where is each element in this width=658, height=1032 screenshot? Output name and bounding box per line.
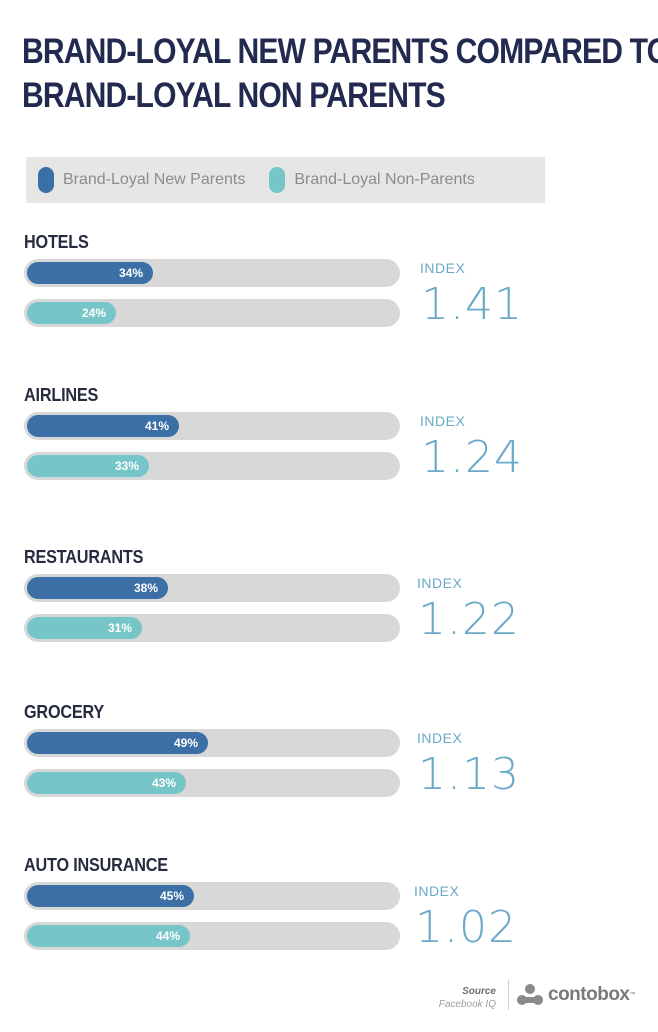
footer-source: Source Facebook IQ bbox=[420, 985, 496, 1011]
bar-hotels-non-parents: 24% bbox=[27, 302, 116, 324]
bar-auto-insurance-non-parents: 44% bbox=[27, 925, 190, 947]
brand-name: contobox bbox=[548, 984, 630, 1005]
bar-track-restaurants-non-parents: 31% bbox=[24, 614, 400, 642]
bar-value-label-airlines-non-parents: 33% bbox=[114, 459, 139, 473]
bar-grocery-non-parents: 43% bbox=[27, 772, 186, 794]
bar-grocery-new-parents: 49% bbox=[27, 732, 208, 754]
bar-track-restaurants-new-parents: 38% bbox=[24, 574, 400, 602]
legend-label-non-parents: Brand-Loyal Non-Parents bbox=[294, 171, 475, 188]
index-value-airlines: 1.24 bbox=[421, 432, 523, 483]
bar-value-label-grocery-new-parents: 49% bbox=[173, 736, 198, 750]
bar-airlines-new-parents: 41% bbox=[27, 415, 179, 437]
category-label-hotels: HOTELS bbox=[24, 232, 89, 252]
index-label-restaurants: INDEX bbox=[417, 575, 463, 591]
bar-track-airlines-non-parents: 33% bbox=[24, 452, 400, 480]
bar-track-auto-insurance-non-parents: 44% bbox=[24, 922, 400, 950]
brand-trademark: ™ bbox=[629, 992, 636, 998]
bar-track-hotels-new-parents: 34% bbox=[24, 259, 400, 287]
index-label-airlines: INDEX bbox=[420, 413, 466, 429]
index-value-auto-insurance: 1.02 bbox=[415, 902, 517, 953]
index-label-auto-insurance: INDEX bbox=[414, 883, 460, 899]
bar-track-airlines-new-parents: 41% bbox=[24, 412, 400, 440]
bar-track-grocery-non-parents: 43% bbox=[24, 769, 400, 797]
bar-value-label-restaurants-non-parents: 31% bbox=[107, 621, 132, 635]
source-value: Facebook IQ bbox=[438, 999, 496, 1010]
chart-title-line-2: BRAND-LOYAL NON PARENTS bbox=[22, 76, 446, 115]
category-label-auto-insurance: AUTO INSURANCE bbox=[24, 855, 168, 875]
bar-value-label-auto-insurance-non-parents: 44% bbox=[155, 929, 180, 943]
legend-item-new-parents: Brand-Loyal New Parents bbox=[38, 167, 245, 193]
bar-value-label-airlines-new-parents: 41% bbox=[144, 419, 169, 433]
legend-item-non-parents: Brand-Loyal Non-Parents bbox=[269, 167, 475, 193]
index-value-grocery: 1.13 bbox=[418, 749, 520, 800]
bar-restaurants-new-parents: 38% bbox=[27, 577, 168, 599]
footer-divider bbox=[508, 980, 509, 1010]
legend-swatch-new-parents bbox=[38, 167, 54, 193]
chart-title: BRAND-LOYAL NEW PARENTS COMPARED TO BRAN… bbox=[22, 30, 658, 118]
category-label-grocery: GROCERY bbox=[24, 702, 105, 722]
legend-label-new-parents: Brand-Loyal New Parents bbox=[63, 171, 246, 188]
bar-hotels-new-parents: 34% bbox=[27, 262, 153, 284]
bar-value-label-restaurants-new-parents: 38% bbox=[133, 581, 158, 595]
category-label-airlines: AIRLINES bbox=[24, 385, 99, 405]
contobox-logo-icon bbox=[517, 984, 543, 1005]
bar-restaurants-non-parents: 31% bbox=[27, 617, 142, 639]
index-value-restaurants: 1.22 bbox=[418, 594, 520, 645]
index-value-hotels: 1.41 bbox=[421, 279, 523, 330]
bar-track-hotels-non-parents: 24% bbox=[24, 299, 400, 327]
index-label-grocery: INDEX bbox=[417, 730, 463, 746]
bar-track-auto-insurance-new-parents: 45% bbox=[24, 882, 400, 910]
bar-value-label-hotels-non-parents: 24% bbox=[81, 306, 106, 320]
index-label-hotels: INDEX bbox=[420, 260, 466, 276]
bar-airlines-non-parents: 33% bbox=[27, 455, 149, 477]
legend: Brand-Loyal New Parents Brand-Loyal Non-… bbox=[26, 157, 545, 203]
category-label-restaurants: RESTAURANTS bbox=[24, 547, 144, 567]
chart-title-line-1: BRAND-LOYAL NEW PARENTS COMPARED TO bbox=[22, 32, 658, 71]
legend-swatch-non-parents bbox=[269, 167, 286, 193]
bar-auto-insurance-new-parents: 45% bbox=[27, 885, 194, 907]
bar-value-label-auto-insurance-new-parents: 45% bbox=[159, 889, 184, 903]
bar-track-grocery-new-parents: 49% bbox=[24, 729, 400, 757]
brand-logo: contobox ™ bbox=[516, 983, 636, 1007]
source-label: Source bbox=[462, 986, 496, 997]
bar-value-label-hotels-new-parents: 34% bbox=[118, 266, 143, 280]
bar-value-label-grocery-non-parents: 43% bbox=[151, 776, 176, 790]
